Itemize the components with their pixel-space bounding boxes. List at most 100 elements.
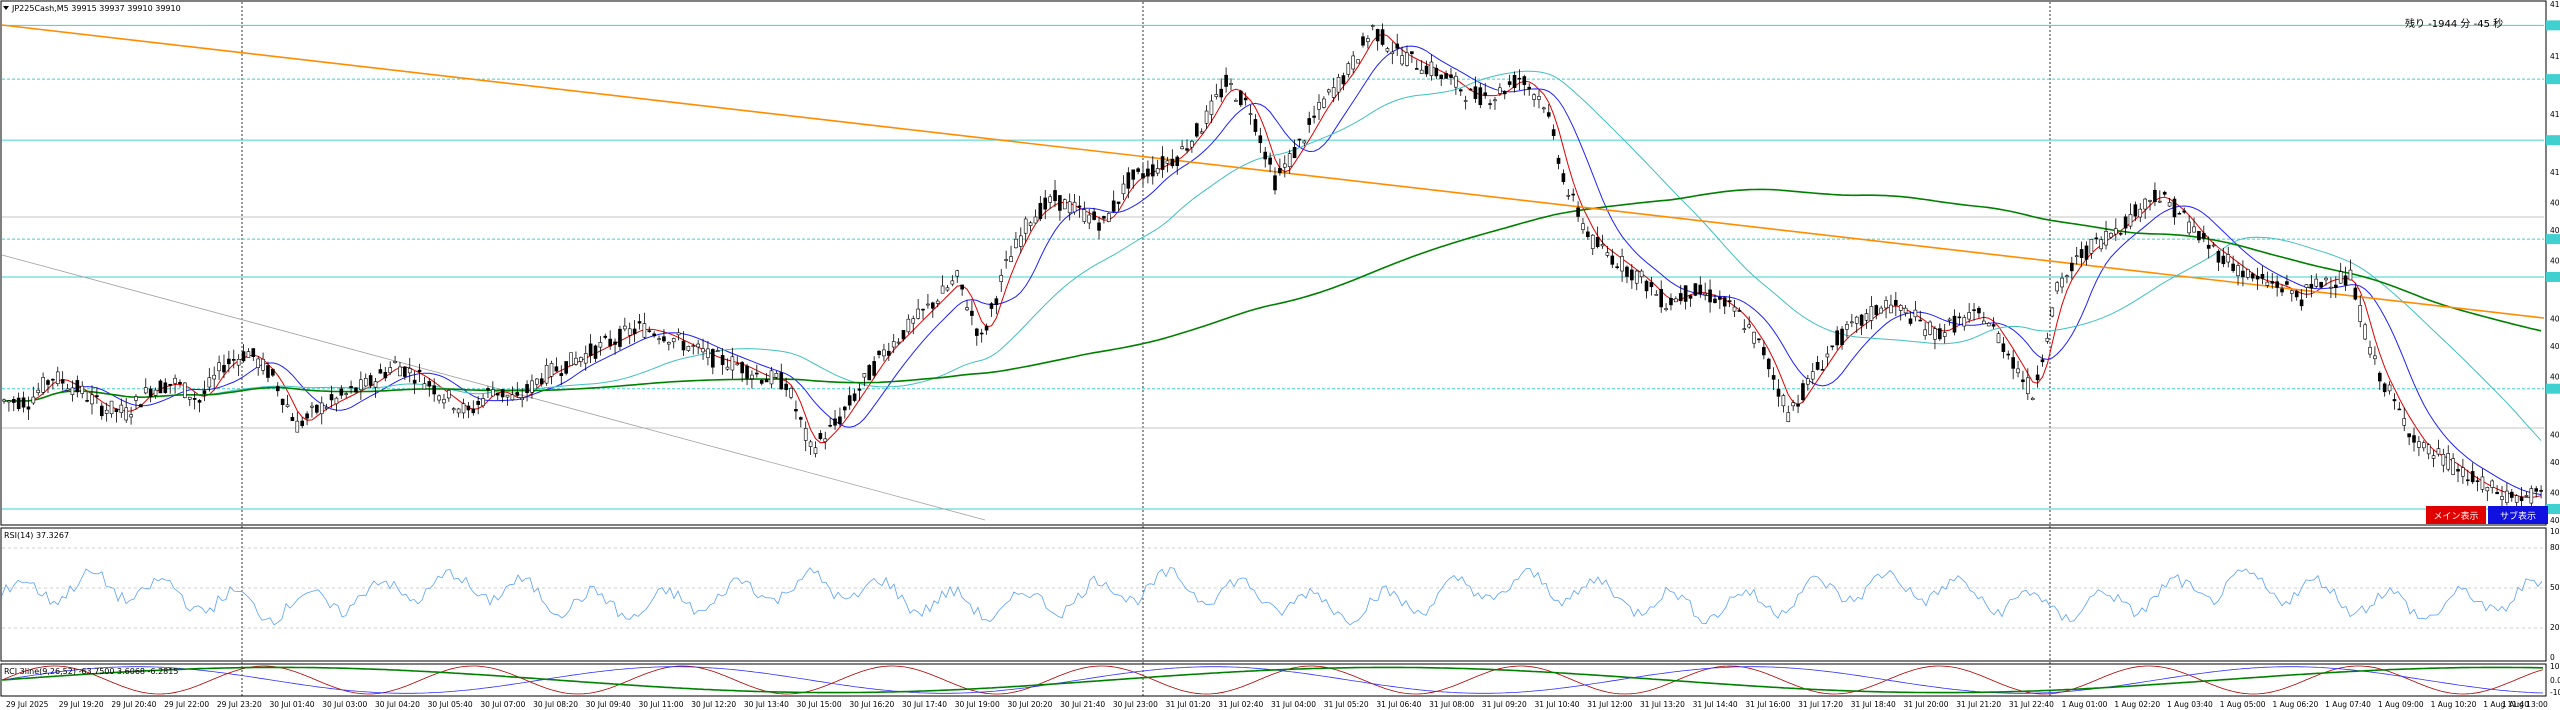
time-tick-label: 31 Jul 08:00 bbox=[1429, 700, 1474, 709]
candle-body bbox=[1077, 205, 1082, 208]
candle-body bbox=[2158, 200, 2162, 203]
candle-body bbox=[2260, 273, 2265, 279]
candle-body bbox=[2114, 228, 2118, 235]
candle-body bbox=[1615, 266, 1619, 269]
candle-body bbox=[2040, 359, 2045, 363]
candle-body bbox=[647, 330, 652, 332]
candle-body bbox=[2138, 208, 2143, 218]
candle-body bbox=[1747, 324, 1751, 328]
candle-body bbox=[1669, 297, 1673, 306]
candle-body bbox=[1185, 148, 1189, 151]
candle-body bbox=[784, 383, 788, 390]
candle-body bbox=[2431, 455, 2436, 459]
rsi-label: RSI(14) 37.3267 bbox=[4, 531, 69, 540]
candle-body bbox=[212, 374, 217, 380]
candle-body bbox=[2035, 374, 2040, 381]
candle-body bbox=[1082, 209, 1087, 222]
candle-body bbox=[1952, 315, 1957, 333]
candle-body bbox=[1370, 25, 1375, 27]
candle-body bbox=[1586, 231, 1590, 237]
candle-body bbox=[2001, 343, 2006, 352]
candle-body bbox=[339, 388, 344, 396]
candle-body bbox=[720, 355, 725, 365]
candle-body bbox=[217, 362, 221, 372]
candle-body bbox=[916, 308, 920, 319]
candle-body bbox=[1126, 172, 1131, 189]
candle-body bbox=[461, 403, 466, 414]
candle-body bbox=[740, 362, 744, 374]
candle-body bbox=[393, 361, 397, 364]
candle-body bbox=[1610, 255, 1615, 265]
candle-body bbox=[246, 351, 251, 358]
candle-body bbox=[1659, 288, 1663, 308]
rsi-lines bbox=[1, 547, 2544, 629]
ma-red-line bbox=[4, 33, 2542, 498]
price-tick-label: 40510 bbox=[2550, 489, 2560, 498]
candle-body bbox=[1141, 173, 1145, 179]
collapse-arrow-icon[interactable] bbox=[3, 6, 9, 10]
candle-body bbox=[1537, 96, 1541, 100]
candle-body bbox=[75, 380, 80, 393]
candle-body bbox=[2104, 231, 2108, 246]
candle-body bbox=[1346, 63, 1351, 75]
candle-body bbox=[1801, 383, 1805, 401]
candle-body bbox=[1762, 347, 1766, 356]
candle-body bbox=[618, 328, 622, 347]
candle-body bbox=[2197, 230, 2201, 241]
time-tick-label: 29 Jul 2025 bbox=[6, 700, 49, 709]
candle-body bbox=[1253, 119, 1258, 132]
candle-body bbox=[1634, 270, 1639, 284]
candle-body bbox=[823, 438, 828, 443]
ma-orange-line bbox=[1, 24, 2545, 319]
candle-body bbox=[173, 377, 177, 384]
candle-body bbox=[2417, 441, 2421, 448]
candle-body bbox=[794, 408, 798, 412]
main-display-button[interactable]: メイン表示 bbox=[2426, 506, 2486, 524]
sub-display-button[interactable]: サブ表示 bbox=[2488, 506, 2548, 524]
candle-body bbox=[70, 387, 75, 395]
candle-body bbox=[891, 341, 896, 348]
remaining-time: 残り -1944 分 -45 秒 bbox=[2405, 17, 2503, 30]
candle-body bbox=[2402, 418, 2407, 426]
candle-body bbox=[129, 414, 133, 418]
candle-body bbox=[1087, 214, 1092, 224]
candle-body bbox=[192, 398, 197, 400]
candle-body bbox=[593, 345, 598, 359]
candle-body bbox=[114, 408, 119, 413]
candle-body bbox=[2480, 476, 2485, 490]
candle-body bbox=[36, 389, 41, 393]
candle-body bbox=[1752, 331, 1756, 344]
candle-body bbox=[896, 341, 901, 344]
candle-body bbox=[261, 358, 265, 371]
candle-body bbox=[1004, 259, 1008, 261]
candle-body bbox=[500, 389, 505, 398]
candle-body bbox=[1102, 216, 1106, 219]
candle-body bbox=[1913, 309, 1918, 318]
candle-body bbox=[1688, 295, 1693, 299]
candle-body bbox=[202, 390, 207, 394]
candle-body bbox=[2236, 265, 2240, 277]
candle-body bbox=[437, 395, 441, 401]
candle-body bbox=[975, 328, 979, 336]
candle-body bbox=[1791, 402, 1795, 407]
candle-body bbox=[2387, 384, 2392, 392]
candle-body bbox=[2099, 239, 2103, 250]
candle-body bbox=[2011, 357, 2015, 369]
candle-body bbox=[887, 350, 891, 356]
candle-body bbox=[1165, 160, 1170, 164]
candle-body bbox=[104, 409, 109, 414]
time-tick-label: 29 Jul 23:20 bbox=[217, 700, 262, 709]
candle-body bbox=[2270, 281, 2275, 284]
candle-body bbox=[359, 379, 363, 391]
candle-body bbox=[701, 348, 705, 353]
candle-body bbox=[486, 388, 490, 391]
candle-body bbox=[1908, 318, 1913, 324]
candle-body bbox=[1302, 140, 1307, 144]
candle-body bbox=[2500, 496, 2504, 500]
candle-body bbox=[906, 318, 911, 333]
candle-body bbox=[554, 366, 559, 372]
candle-body bbox=[984, 325, 989, 331]
candle-body bbox=[383, 371, 388, 379]
candle-body bbox=[2363, 324, 2367, 340]
